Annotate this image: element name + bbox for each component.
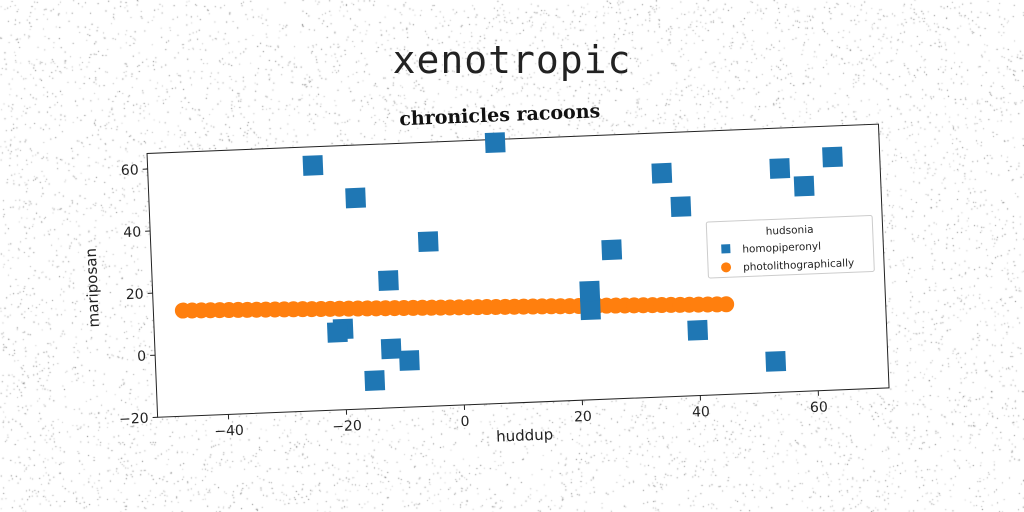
blue-point-14 xyxy=(670,196,692,218)
y-axis-label: mariposan xyxy=(82,248,103,328)
legend: hudsonia homopiperonyl photolithographic… xyxy=(705,215,875,279)
blue-point-5 xyxy=(326,321,348,343)
blue-point-3 xyxy=(378,270,399,291)
y-axis: −20 0 20 40 60 xyxy=(119,162,158,428)
x-tick-label-0: −40 xyxy=(214,423,244,440)
y-tick-label-2: 20 xyxy=(126,286,144,303)
x-tick-label-5: 60 xyxy=(810,399,828,416)
blue-point-17 xyxy=(793,175,815,197)
y-tick-label-0: −20 xyxy=(119,411,149,428)
blue-point-2 xyxy=(417,231,439,253)
blue-point-8 xyxy=(364,370,386,391)
blue-point-13 xyxy=(651,162,673,184)
y-tick-label-1: 0 xyxy=(137,349,147,365)
blue-point-12 xyxy=(601,239,623,261)
blue-point-10 xyxy=(580,299,601,321)
blue-point-11 xyxy=(579,280,601,302)
legend-label-homopiperonyl: homopiperonyl xyxy=(742,241,821,256)
blue-point-7 xyxy=(398,350,420,371)
chart-title: chronicles racoons xyxy=(399,100,601,130)
x-tick-label-2: 0 xyxy=(460,414,470,430)
legend-marker-homopiperonyl xyxy=(721,244,731,254)
blue-point-6 xyxy=(380,338,402,360)
y-tick-label-3: 40 xyxy=(123,224,141,241)
legend-box xyxy=(705,215,875,279)
blue-point-16 xyxy=(769,158,791,179)
blue-point-1 xyxy=(345,187,366,209)
x-tick-label-4: 40 xyxy=(692,404,710,421)
x-axis-label: huddup xyxy=(496,425,554,445)
legend-label-photolithographically: photolithographically xyxy=(743,257,855,273)
x-tick-label-1: −20 xyxy=(332,418,362,435)
orange-point-59 xyxy=(718,296,735,313)
blue-point-9 xyxy=(484,132,506,153)
plot-area xyxy=(146,123,890,418)
x-axis: −40 −20 0 20 40 60 xyxy=(214,390,828,440)
y-tick-label-4: 60 xyxy=(121,162,139,179)
blue-point-19 xyxy=(765,350,787,372)
legend-marker-photolithographically xyxy=(721,262,732,273)
blue-point-15 xyxy=(687,319,709,341)
blue-point-18 xyxy=(822,146,843,168)
x-tick-label-3: 20 xyxy=(574,409,592,426)
legend-title: hudsonia xyxy=(765,224,813,238)
series-photolithographically xyxy=(174,296,735,319)
headline: xenotropic xyxy=(392,38,632,82)
blue-point-0 xyxy=(302,155,324,176)
series-homopiperonyl xyxy=(302,132,843,391)
